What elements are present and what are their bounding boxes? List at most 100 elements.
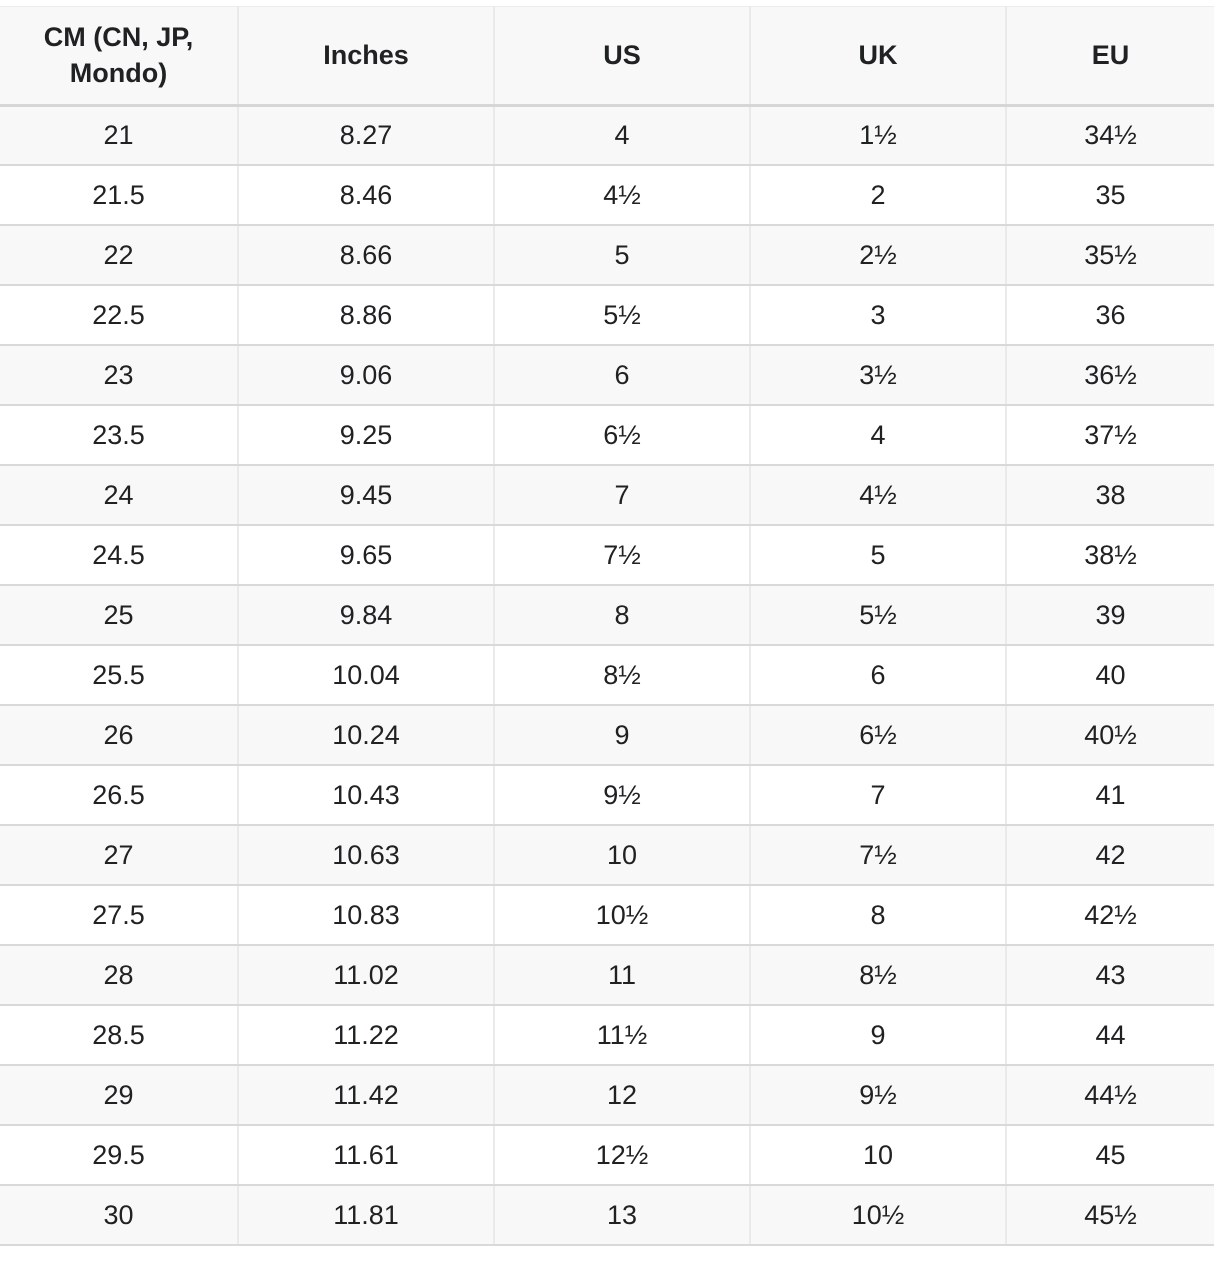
table-cell: 6½ bbox=[494, 405, 751, 467]
table-cell: 13 bbox=[494, 1185, 751, 1247]
table-cell: 8 bbox=[494, 585, 751, 647]
table-cell: 10.43 bbox=[238, 765, 495, 827]
table-cell: 6 bbox=[750, 645, 1007, 707]
table-cell: 30 bbox=[0, 1185, 239, 1247]
table-cell: 28 bbox=[0, 945, 239, 1007]
table-row: 28 11.02 11 8½ 43 bbox=[0, 945, 1214, 1007]
table-cell: 3½ bbox=[750, 345, 1007, 407]
table-cell: 9.84 bbox=[238, 585, 495, 647]
table-cell: 11.61 bbox=[238, 1125, 495, 1187]
table-cell: 27 bbox=[0, 825, 239, 887]
table-cell: 44½ bbox=[1006, 1065, 1214, 1127]
table-cell: 10 bbox=[750, 1125, 1007, 1187]
table-cell: 10.63 bbox=[238, 825, 495, 887]
table-cell: 1½ bbox=[750, 105, 1007, 167]
table-cell: 10 bbox=[494, 825, 751, 887]
table-cell: 5 bbox=[750, 525, 1007, 587]
table-row: 21 8.27 4 1½ 34½ bbox=[0, 105, 1214, 167]
table-cell: 2½ bbox=[750, 225, 1007, 287]
column-header-uk: UK bbox=[750, 6, 1007, 107]
table-cell: 27.5 bbox=[0, 885, 239, 947]
table-row: 22.5 8.86 5½ 3 36 bbox=[0, 285, 1214, 347]
table-body: 21 8.27 4 1½ 34½ 21.5 8.46 4½ 2 35 22 8.66 5 2½ 35½ … bbox=[0, 105, 1214, 1247]
table-row: 30 11.81 13 10½ 45½ bbox=[0, 1185, 1214, 1247]
table-cell: 38½ bbox=[1006, 525, 1214, 587]
table-cell: 9.25 bbox=[238, 405, 495, 467]
table-cell: 5 bbox=[494, 225, 751, 287]
table-cell: 8 bbox=[750, 885, 1007, 947]
table-cell: 8.46 bbox=[238, 165, 495, 227]
table-cell: 23 bbox=[0, 345, 239, 407]
table-cell: 37½ bbox=[1006, 405, 1214, 467]
column-header-us: US bbox=[494, 6, 751, 107]
table-cell: 11.22 bbox=[238, 1005, 495, 1067]
table-cell: 10½ bbox=[750, 1185, 1007, 1247]
table-cell: 28.5 bbox=[0, 1005, 239, 1067]
table-cell: 9½ bbox=[494, 765, 751, 827]
table-cell: 35½ bbox=[1006, 225, 1214, 287]
table-cell: 10.83 bbox=[238, 885, 495, 947]
table-cell: 21 bbox=[0, 105, 239, 167]
table-cell: 29 bbox=[0, 1065, 239, 1127]
table-cell: 8½ bbox=[750, 945, 1007, 1007]
table-cell: 29.5 bbox=[0, 1125, 239, 1187]
table-cell: 43 bbox=[1006, 945, 1214, 1007]
table-cell: 22 bbox=[0, 225, 239, 287]
table-cell: 7 bbox=[494, 465, 751, 527]
table-cell: 3 bbox=[750, 285, 1007, 347]
table-row: 25 9.84 8 5½ 39 bbox=[0, 585, 1214, 647]
table-cell: 45 bbox=[1006, 1125, 1214, 1187]
table-cell: 9½ bbox=[750, 1065, 1007, 1127]
table-cell: 42½ bbox=[1006, 885, 1214, 947]
table-cell: 36 bbox=[1006, 285, 1214, 347]
table-cell: 11.42 bbox=[238, 1065, 495, 1127]
table-cell: 9.06 bbox=[238, 345, 495, 407]
table-cell: 7½ bbox=[494, 525, 751, 587]
table-cell: 34½ bbox=[1006, 105, 1214, 167]
table-cell: 40½ bbox=[1006, 705, 1214, 767]
table-cell: 41 bbox=[1006, 765, 1214, 827]
table-row: 28.5 11.22 11½ 9 44 bbox=[0, 1005, 1214, 1067]
shoe-size-conversion-table: CM (CN, JP, Mondo) Inches US UK EU 21 8.2… bbox=[0, 6, 1214, 1247]
table-cell: 40 bbox=[1006, 645, 1214, 707]
table-row: 22 8.66 5 2½ 35½ bbox=[0, 225, 1214, 287]
table-cell: 11 bbox=[494, 945, 751, 1007]
table-cell: 5½ bbox=[494, 285, 751, 347]
column-header-inches: Inches bbox=[238, 6, 495, 107]
table-cell: 9 bbox=[750, 1005, 1007, 1067]
table-cell: 25.5 bbox=[0, 645, 239, 707]
table-row: 29 11.42 12 9½ 44½ bbox=[0, 1065, 1214, 1127]
table-cell: 11.81 bbox=[238, 1185, 495, 1247]
column-header-cm: CM (CN, JP, Mondo) bbox=[0, 6, 239, 107]
table-cell: 4 bbox=[750, 405, 1007, 467]
table-cell: 10.24 bbox=[238, 705, 495, 767]
table-cell: 8.66 bbox=[238, 225, 495, 287]
table-cell: 36½ bbox=[1006, 345, 1214, 407]
table-header: CM (CN, JP, Mondo) Inches US UK EU bbox=[0, 6, 1214, 107]
table-row: 21.5 8.46 4½ 2 35 bbox=[0, 165, 1214, 227]
table-cell: 5½ bbox=[750, 585, 1007, 647]
table-cell: 8.27 bbox=[238, 105, 495, 167]
table-cell: 25 bbox=[0, 585, 239, 647]
table-cell: 9.65 bbox=[238, 525, 495, 587]
table-cell: 7 bbox=[750, 765, 1007, 827]
table-cell: 11½ bbox=[494, 1005, 751, 1067]
table-cell: 9.45 bbox=[238, 465, 495, 527]
table-cell: 35 bbox=[1006, 165, 1214, 227]
table-cell: 7½ bbox=[750, 825, 1007, 887]
table-cell: 45½ bbox=[1006, 1185, 1214, 1247]
table-cell: 6 bbox=[494, 345, 751, 407]
table-cell: 26 bbox=[0, 705, 239, 767]
table-row: 24.5 9.65 7½ 5 38½ bbox=[0, 525, 1214, 587]
table-cell: 9 bbox=[494, 705, 751, 767]
table-row: 29.5 11.61 12½ 10 45 bbox=[0, 1125, 1214, 1187]
table-cell: 24.5 bbox=[0, 525, 239, 587]
table-cell: 12½ bbox=[494, 1125, 751, 1187]
table-cell: 12 bbox=[494, 1065, 751, 1127]
column-header-eu: EU bbox=[1006, 6, 1214, 107]
table-row: 27 10.63 10 7½ 42 bbox=[0, 825, 1214, 887]
table-cell: 38 bbox=[1006, 465, 1214, 527]
table-cell: 24 bbox=[0, 465, 239, 527]
table-row: 23 9.06 6 3½ 36½ bbox=[0, 345, 1214, 407]
table-row: 27.5 10.83 10½ 8 42½ bbox=[0, 885, 1214, 947]
